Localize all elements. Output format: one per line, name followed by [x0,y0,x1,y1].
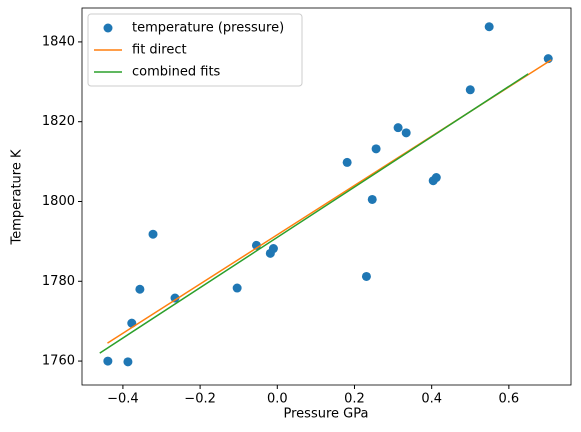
y-tick-label: 1760 [42,354,75,369]
legend-marker [103,23,113,33]
x-tick-label: −0.4 [107,392,139,407]
fit-line [99,73,529,354]
y-axis-label: Temperature K [10,149,25,245]
scatter-point [393,123,403,133]
y-tick-label: 1840 [42,34,75,49]
y-tick-label: 1780 [42,274,75,289]
scatter-point [371,144,381,154]
scatter-point [361,271,371,281]
legend-box [87,13,303,87]
plot-frame [81,7,572,386]
scatter-point [251,240,261,250]
x-tick-label: 0.0 [267,392,288,407]
scatter-point [232,283,242,293]
legend-label: fit direct [132,43,187,58]
scatter-point [148,229,158,239]
x-tick-label: 0.2 [344,392,365,407]
legend-label: combined fits [132,65,221,80]
scatter-point [103,356,113,366]
scatter-point [268,244,278,254]
x-tick-label: −0.2 [184,392,216,407]
y-tick-label: 1820 [42,114,75,129]
x-axis-label: Pressure GPa [284,407,369,422]
scatter-point [431,173,441,183]
scatter-point [367,194,377,204]
x-tick-label: 0.6 [499,392,520,407]
legend-label: temperature (pressure) [132,21,284,36]
scatter-point [135,284,145,294]
scatter-point [342,157,352,167]
scatter-point [484,22,494,32]
scatter-point [401,128,411,138]
scatter-point [170,293,180,303]
y-tick-label: 1800 [42,194,75,209]
scatter-point [465,85,475,95]
scatter-point [123,357,133,367]
x-tick-label: 0.4 [421,392,442,407]
